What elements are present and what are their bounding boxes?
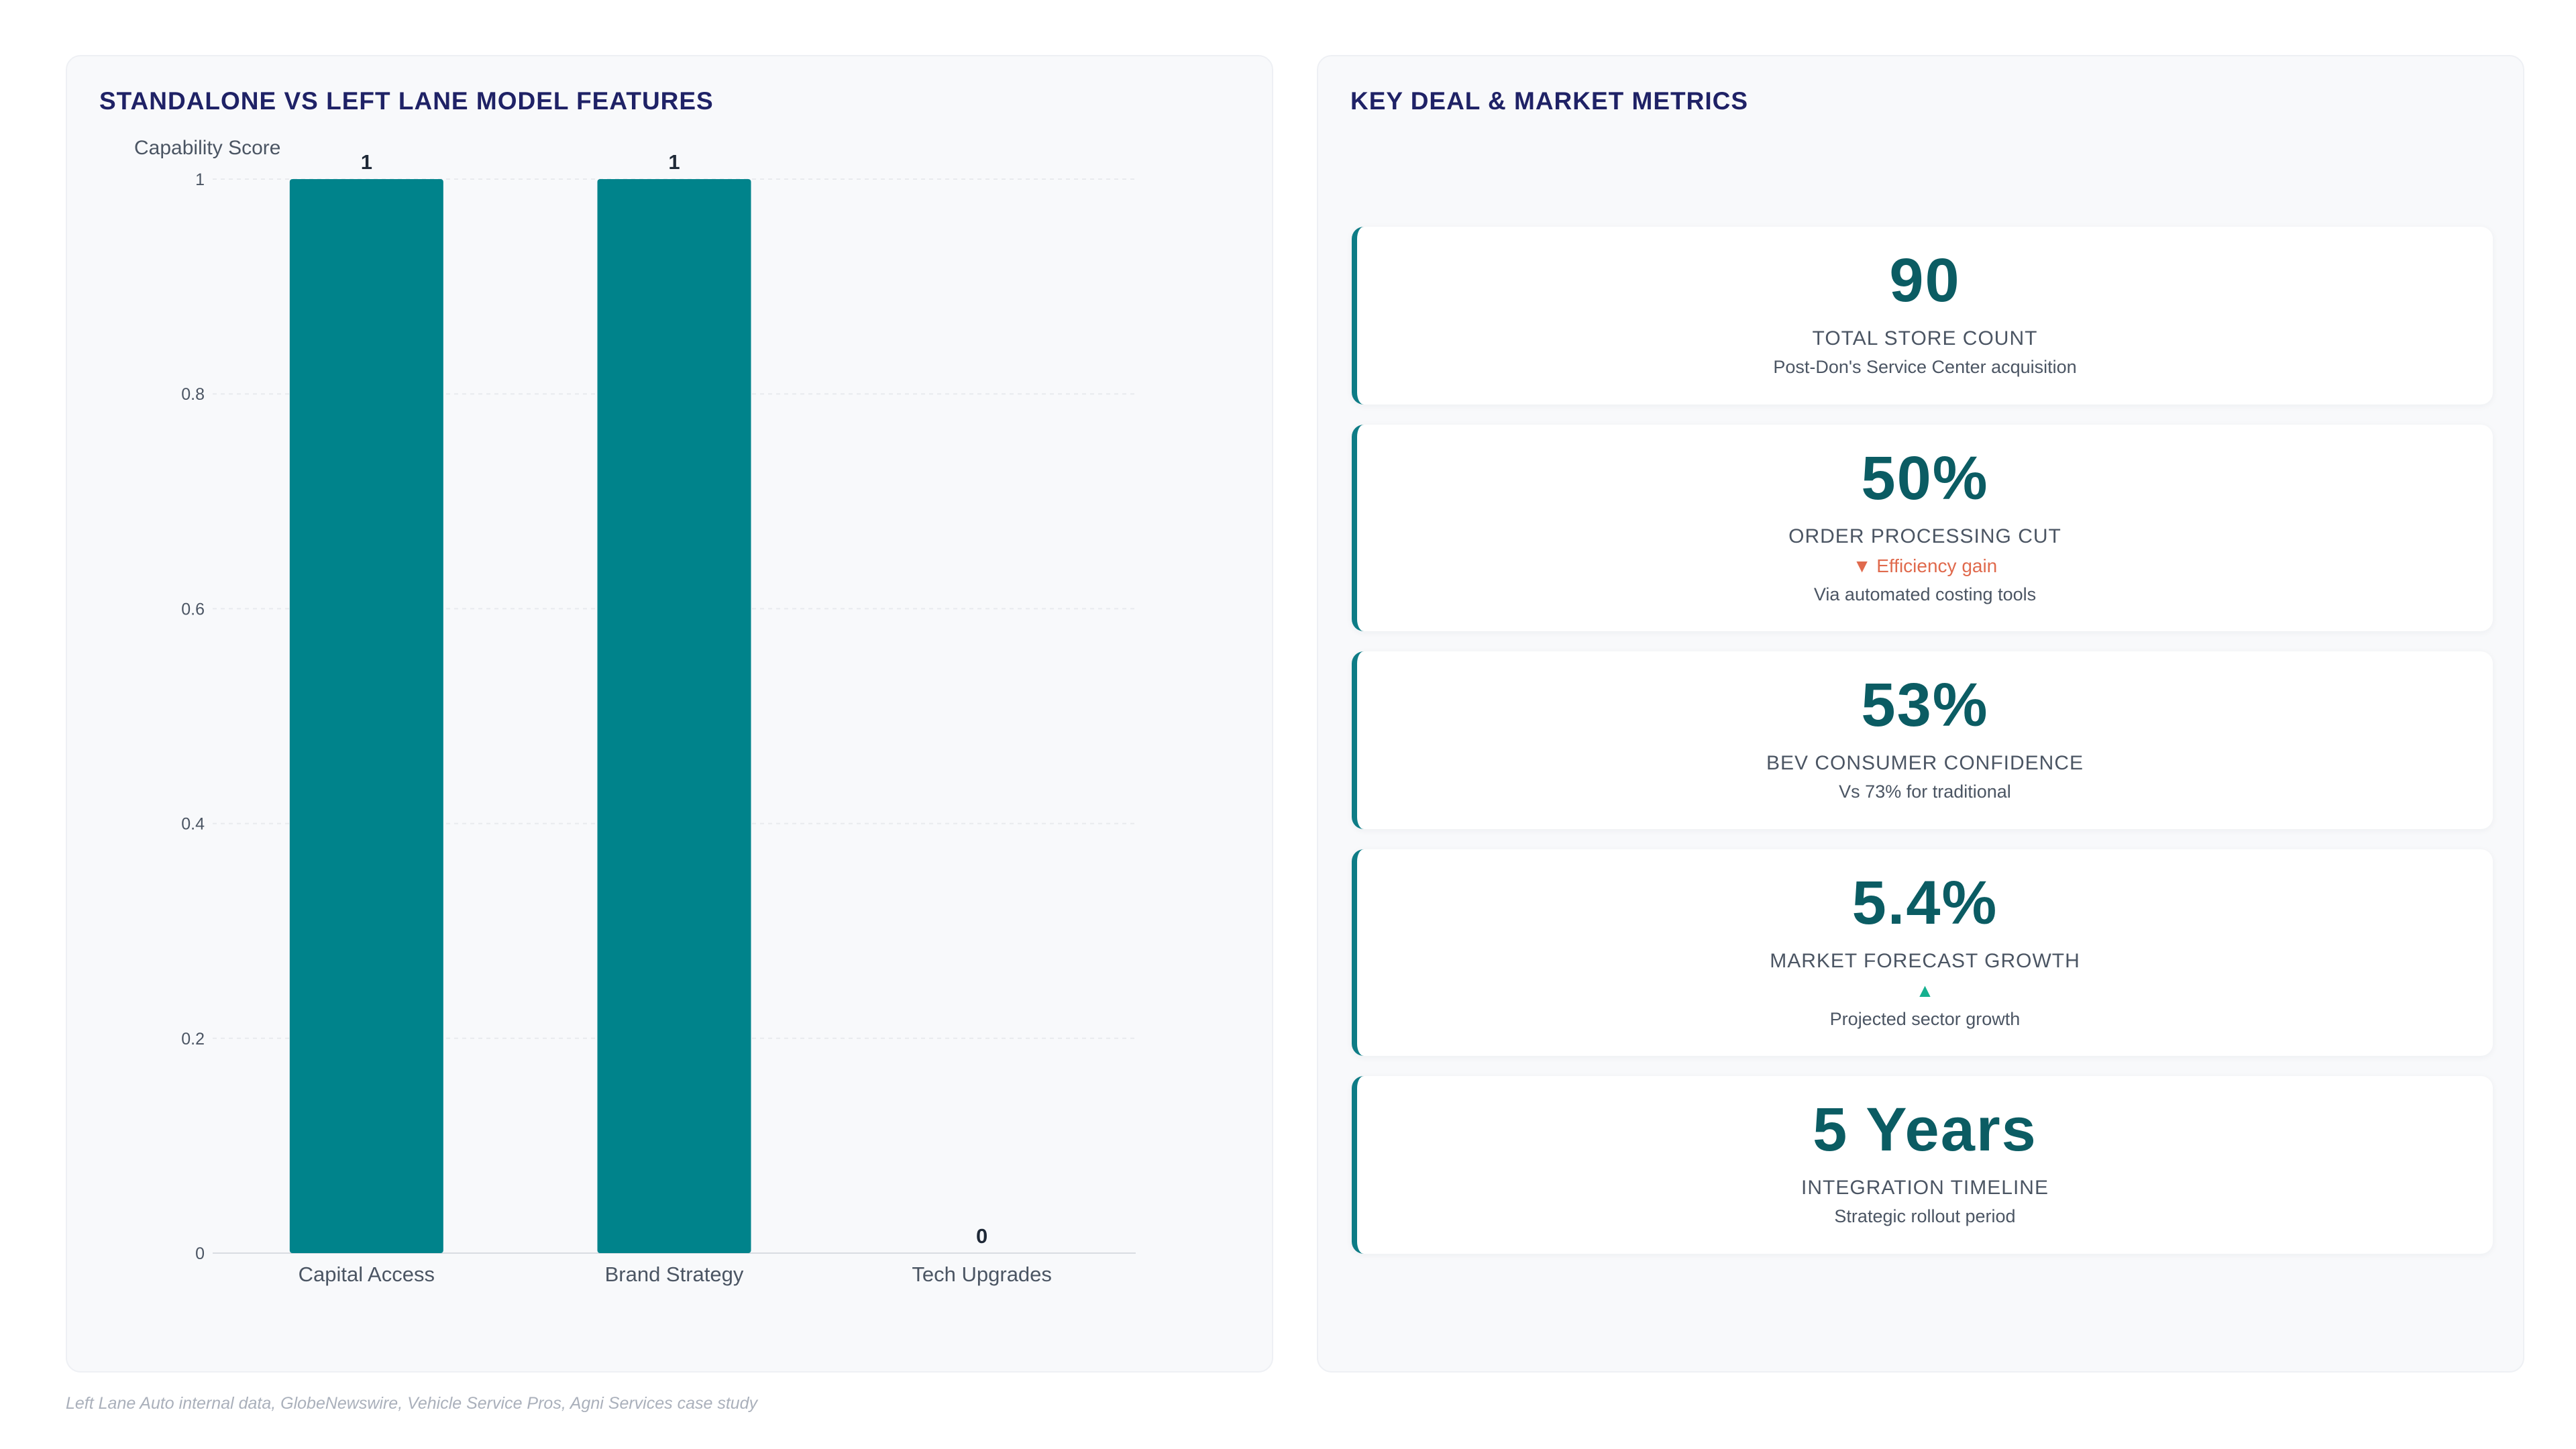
metric-label: INTEGRATION TIMELINE <box>1801 1177 2049 1199</box>
metric-subtext: Projected sector growth <box>1829 1009 2021 1029</box>
features-chart-panel: STANDALONE VS LEFT LANE MODEL FEATURES C… <box>66 55 1273 1373</box>
y-tick-label: 0.4 <box>181 815 205 834</box>
metric-value: 50% <box>1861 444 1989 513</box>
metric-card-order-processing: 50% ORDER PROCESSING CUT ▼ Efficiency ga… <box>1352 425 2493 631</box>
metric-label: BEV CONSUMER CONFIDENCE <box>1766 752 2084 774</box>
capability-bar-chart: Capability Score 0 0.2 0.4 0.6 0.8 1 1 Capital A… <box>134 137 1136 1286</box>
y-tick-label: 0.2 <box>181 1030 205 1049</box>
metric-card-integration-timeline: 5 Years INTEGRATION TIMELINE Strategic r… <box>1352 1076 2493 1254</box>
metric-card-list: 90 TOTAL STORE COUNT Post-Don's Service … <box>1352 227 2493 1274</box>
metric-card-market-growth: 5.4% MARKET FORECAST GROWTH ▲ Projected … <box>1352 849 2493 1056</box>
y-tick-label: 0.6 <box>181 600 205 619</box>
source-footnote: Left Lane Auto internal data, GlobeNewsw… <box>66 1394 758 1413</box>
bar-data-label: 0 <box>976 1224 987 1248</box>
metric-subtext: Vs 73% for traditional <box>1839 782 2011 802</box>
bar-brand-strategy <box>597 179 751 1253</box>
metric-label: MARKET FORECAST GROWTH <box>1770 950 2080 972</box>
metric-delta-up: ▲ <box>1915 980 1935 1001</box>
bar-data-label: 1 <box>668 150 680 174</box>
x-tick-label: Tech Upgrades <box>912 1263 1052 1286</box>
bar-capital-access <box>289 179 443 1253</box>
y-tick-label: 1 <box>195 170 205 189</box>
bar-data-label: 1 <box>361 150 372 174</box>
metric-value: 53% <box>1861 671 1989 739</box>
metric-subtext: Via automated costing tools <box>1813 584 2037 604</box>
y-axis-label: Capability Score <box>134 137 280 159</box>
metric-value: 5.4% <box>1851 869 1998 937</box>
metric-card-bev-confidence: 53% BEV CONSUMER CONFIDENCE Vs 73% for t… <box>1352 651 2493 829</box>
x-tick-label: Capital Access <box>299 1263 435 1286</box>
y-tick-label: 0 <box>195 1244 205 1263</box>
metric-value: 90 <box>1889 246 1961 315</box>
metrics-panel-title: KEY DEAL & MARKET METRICS <box>1350 87 1749 115</box>
metric-subtext: Post-Don's Service Center acquisition <box>1773 357 2077 377</box>
chart-panel-title: STANDALONE VS LEFT LANE MODEL FEATURES <box>99 87 714 115</box>
metric-label: ORDER PROCESSING CUT <box>1788 525 2061 547</box>
metric-card-store-count: 90 TOTAL STORE COUNT Post-Don's Service … <box>1352 227 2493 405</box>
metrics-panel: KEY DEAL & MARKET METRICS 90 TOTAL STORE… <box>1317 55 2524 1373</box>
metric-subtext: Strategic rollout period <box>1834 1206 2016 1226</box>
metric-value: 5 Years <box>1813 1095 2037 1164</box>
x-tick-label: Brand Strategy <box>605 1263 744 1286</box>
metric-label: TOTAL STORE COUNT <box>1812 327 2038 350</box>
y-tick-label: 0.8 <box>181 385 205 404</box>
metric-delta-down: ▼ Efficiency gain <box>1852 555 1998 576</box>
